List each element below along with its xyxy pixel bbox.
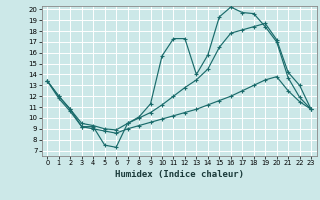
X-axis label: Humidex (Indice chaleur): Humidex (Indice chaleur) [115, 170, 244, 179]
